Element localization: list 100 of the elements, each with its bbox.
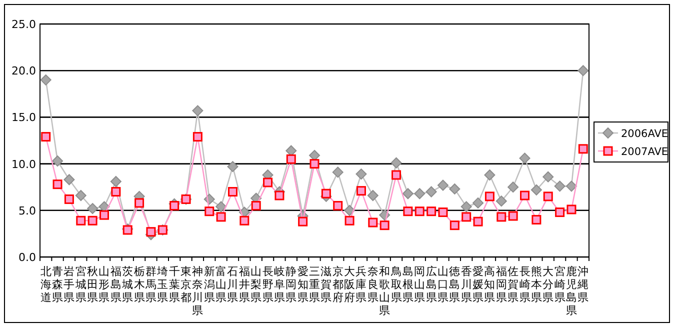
- point: [88, 216, 98, 226]
- y-tick-label: 25.0: [12, 18, 36, 31]
- x-tick-label: 島根県: [402, 265, 414, 304]
- point: [402, 188, 414, 200]
- point: [333, 200, 343, 210]
- point: [170, 200, 180, 210]
- x-tick-label: 滋賀県: [320, 265, 332, 304]
- point: [403, 206, 413, 216]
- y-tick-label: 20.0: [12, 64, 36, 78]
- point: [578, 144, 588, 154]
- point: [263, 178, 273, 188]
- point: [41, 132, 51, 142]
- point: [64, 194, 74, 204]
- point: [380, 220, 390, 230]
- x-tick-label: 宮崎県: [554, 265, 566, 304]
- point: [368, 218, 378, 228]
- x-tick-label: 愛知県: [297, 265, 308, 304]
- x-tick-label: 岐阜県: [274, 265, 285, 304]
- point: [519, 152, 530, 164]
- x-tick-label: 長野県: [262, 265, 274, 304]
- x-tick-label: 富山県: [216, 265, 227, 304]
- point: [508, 211, 518, 221]
- point: [460, 201, 472, 212]
- point: [437, 180, 448, 191]
- x-tick-label: 奈良県: [367, 265, 378, 304]
- point: [332, 166, 344, 178]
- point: [356, 168, 367, 180]
- x-tick-label: 千葉県: [168, 265, 180, 304]
- x-tick-label: 大阪府: [344, 265, 356, 304]
- point: [530, 184, 542, 196]
- x-tick-label: 徳島県: [449, 265, 460, 304]
- point: [520, 190, 530, 200]
- x-tick-label: 群馬県: [144, 265, 156, 304]
- point: [216, 201, 227, 212]
- x-tick-label: 新潟県: [204, 265, 215, 304]
- x-tick-label: 神奈川県: [192, 265, 204, 317]
- point: [414, 206, 424, 216]
- point: [286, 154, 296, 164]
- legend-label: 2007AVE: [621, 146, 668, 158]
- point: [87, 203, 98, 214]
- x-tick-label: 鹿児島県: [566, 265, 577, 317]
- x-tick-label: 埼玉県: [156, 265, 168, 304]
- x-tick-label: 兵庫県: [356, 265, 367, 304]
- y-tick-label: 15.0: [12, 111, 36, 124]
- y-tick-label: 5.0: [18, 204, 36, 218]
- x-tick-label: 香川県: [460, 265, 472, 304]
- y-tick-label: 0.0: [18, 251, 36, 264]
- x-tick-label: 東京都: [180, 265, 192, 304]
- point: [392, 170, 402, 180]
- point: [344, 216, 354, 226]
- x-tick-label: 茨城県: [121, 265, 134, 304]
- point: [110, 176, 122, 188]
- point: [251, 200, 261, 210]
- point: [240, 216, 250, 226]
- x-tick-label: 山口県: [437, 265, 448, 304]
- x-tick-label: 石川県: [227, 265, 238, 304]
- legend-label: 2006AVE: [621, 128, 668, 140]
- point: [426, 186, 437, 198]
- x-tick-label: 岩手県: [64, 265, 75, 304]
- point: [192, 132, 202, 142]
- x-tick-label: 北海道: [40, 265, 52, 304]
- x-tick-label: 福岡県: [496, 265, 507, 304]
- x-tick-label: 高知県: [484, 265, 496, 304]
- x-tick-label: 沖縄県: [576, 265, 589, 304]
- point: [472, 197, 484, 208]
- point: [76, 216, 86, 226]
- point: [496, 212, 506, 222]
- point: [111, 187, 121, 197]
- x-tick-label: 青森県: [52, 265, 64, 304]
- point: [134, 198, 144, 208]
- point: [146, 227, 156, 237]
- point: [227, 161, 238, 172]
- point: [554, 180, 566, 192]
- point: [555, 208, 565, 218]
- point: [52, 156, 64, 167]
- point: [543, 192, 553, 202]
- point: [566, 180, 577, 192]
- x-tick-label: 長崎県: [519, 265, 530, 304]
- x-tick-label: 熊本県: [530, 265, 542, 304]
- point: [532, 214, 542, 224]
- x-tick-label: 和歌山県: [379, 265, 390, 317]
- point: [52, 180, 62, 190]
- point: [450, 220, 460, 230]
- point: [462, 212, 472, 222]
- point: [75, 190, 86, 201]
- point: [484, 192, 494, 202]
- point: [298, 216, 308, 226]
- point: [204, 206, 214, 216]
- y-tick-label: 10.0: [12, 158, 36, 171]
- point: [344, 204, 356, 216]
- point: [274, 190, 284, 200]
- point: [508, 182, 519, 193]
- point: [414, 188, 426, 200]
- point: [228, 187, 238, 197]
- point: [566, 204, 576, 214]
- x-tick-label: 大分県: [542, 265, 554, 304]
- point: [367, 190, 378, 201]
- x-tick-label: 京都府: [332, 265, 344, 304]
- point: [321, 188, 331, 198]
- point: [449, 183, 460, 194]
